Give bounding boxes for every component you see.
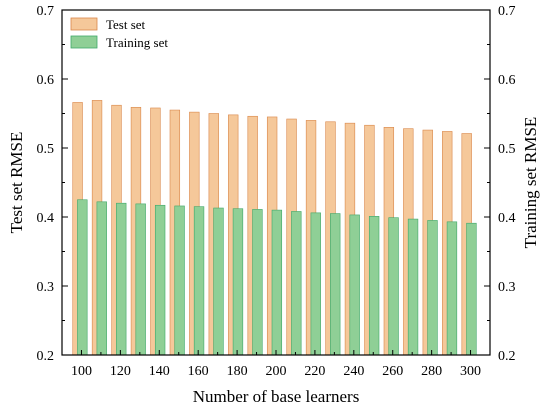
x-tick-label: 160 [188,364,209,379]
test-set-legend-swatch [70,17,98,31]
left-y-tick-label: 0.7 [37,4,55,19]
training-set-bar-190 [252,209,263,356]
right-y-tick-label: 0.3 [498,280,516,295]
training-set-legend-swatch [70,35,98,49]
left-y-tick-label: 0.3 [37,280,55,295]
right-y-tick-label: 0.4 [498,211,516,226]
training-set-bar-270 [407,218,419,356]
test-set-legend-label: Test set [106,17,146,32]
training-set-bar-140 [154,204,166,356]
left-y-tick-label: 0.4 [37,211,55,226]
training-set-bar-210 [291,211,302,356]
training-set-bar-300 [466,222,477,356]
training-set-bar-120 [116,202,127,356]
x-tick-label: 140 [149,364,170,379]
training-set-bar-160 [193,206,205,356]
training-set-bar-110 [96,201,107,356]
left-y-tick-label: 0.6 [37,73,55,88]
axes: 0.2 0.2 0.3 0.3 0.4 0.4 0.5 0.5 0.6 0.6 0.7 0.7 100 1… [37,4,516,379]
left-y-tick-label: 0.5 [37,142,55,157]
training-set-bar-240 [349,214,360,356]
right-y-axis-title: Training set RMSE [521,117,540,249]
x-tick-label: 280 [421,364,442,379]
training-set-bar-280 [427,220,438,356]
training-set-bar-230 [330,213,341,356]
training-set-bar-180 [232,208,244,356]
training-set-bar-260 [388,217,399,356]
right-y-tick-label: 0.6 [498,73,516,88]
training-set-bar-150 [174,205,185,356]
x-tick-label: 120 [110,364,131,379]
x-tick-label: 100 [71,364,92,379]
x-tick-label: 240 [343,364,364,379]
legend: Test set Training set [70,17,168,50]
training-set-legend-label: Training set [106,35,168,50]
left-y-axis-title: Test set RMSE [7,132,26,234]
x-tick-label: 180 [227,364,248,379]
x-tick-label: 260 [382,364,403,379]
training-set-bar-100 [77,199,88,356]
x-tick-label: 300 [460,364,481,379]
x-tick-label: 220 [304,364,325,379]
training-set-bar-130 [135,203,146,356]
training-set-bar-250 [368,216,380,356]
training-set-bar-200 [271,209,283,356]
training-set-bar-220 [310,212,321,356]
x-tick-label: 200 [266,364,287,379]
training-set-bar-170 [213,207,224,356]
right-y-tick-label: 0.2 [498,349,516,364]
plot-area [72,100,477,356]
left-y-tick-label: 0.2 [37,349,55,364]
right-y-tick-label: 0.7 [498,4,516,19]
right-y-tick-label: 0.5 [498,142,516,157]
x-axis-title: Number of base learners [193,387,360,406]
training-set-bar-290 [446,221,458,356]
